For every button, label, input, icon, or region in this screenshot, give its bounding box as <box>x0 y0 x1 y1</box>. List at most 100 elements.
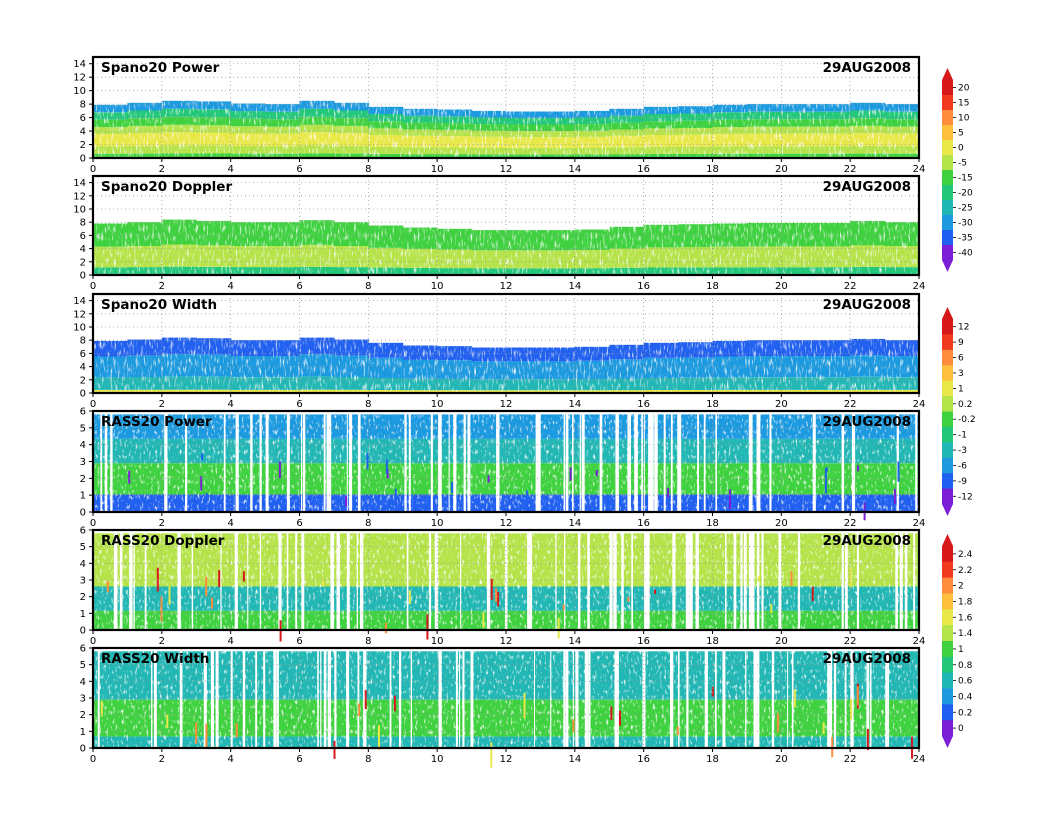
heat-cell <box>643 378 679 390</box>
heat-streak <box>408 590 411 604</box>
panel-title: RASS20 Power <box>101 414 212 430</box>
x-tick-label: 6 <box>296 518 302 529</box>
heat-cell <box>196 610 232 630</box>
colorbar-label: 0 <box>958 724 964 734</box>
data-gap <box>537 411 541 512</box>
heat-cell <box>471 651 507 700</box>
heat-cell <box>609 463 645 495</box>
colorbar-label: 20 <box>958 84 970 94</box>
heat-cell <box>93 267 128 275</box>
data-gap <box>151 648 153 748</box>
x-tick-label: 12 <box>500 399 513 410</box>
heat-cell <box>884 119 920 127</box>
x-tick-label: 20 <box>775 754 788 765</box>
data-gap <box>357 411 361 512</box>
heat-streak <box>168 586 171 605</box>
heat-cell <box>368 357 404 378</box>
heat-cell <box>540 147 576 155</box>
heat-cell <box>712 377 748 390</box>
heat-cell <box>471 379 507 391</box>
data-gap <box>185 411 188 512</box>
data-gap <box>331 530 335 630</box>
heat-cell <box>643 267 679 275</box>
y-tick-label: 0 <box>80 508 86 519</box>
heat-streak <box>487 475 490 483</box>
colorbar-swatch <box>942 688 953 705</box>
heat-cell <box>540 438 576 464</box>
heat-cell <box>230 146 266 154</box>
heat-cell <box>402 129 438 136</box>
heat-streak <box>775 494 778 506</box>
heat-cell <box>368 378 404 390</box>
x-tick-label: 8 <box>365 518 371 529</box>
x-tick-label: 24 <box>913 754 926 765</box>
colorbar-swatch <box>942 426 953 443</box>
colorbar-label: 10 <box>958 114 970 124</box>
heat-cell <box>884 438 920 464</box>
x-tick-label: 10 <box>431 164 444 175</box>
heat-cell <box>402 115 438 123</box>
heat-cell <box>540 699 576 737</box>
data-gap <box>648 411 653 512</box>
heat-cell <box>299 586 335 611</box>
x-tick-label: 18 <box>706 636 719 647</box>
heat-cell <box>127 102 163 111</box>
heat-cell <box>574 586 610 611</box>
heat-cell <box>437 736 473 748</box>
colorbar-label: 0.4 <box>958 692 973 702</box>
heat-cell <box>437 390 473 393</box>
colorbar-swatch <box>942 577 953 594</box>
heat-cell <box>402 345 438 360</box>
data-gap <box>565 411 569 512</box>
heat-cell <box>574 699 610 737</box>
y-tick-label: 12 <box>73 309 86 320</box>
heat-cell <box>299 153 335 158</box>
heat-cell <box>815 133 851 147</box>
x-tick-label: 12 <box>500 754 513 765</box>
colorbar-label: -30 <box>958 219 973 229</box>
heat-cell <box>678 127 714 135</box>
heat-cell <box>196 389 232 393</box>
colorbar-swatch <box>942 140 953 156</box>
heat-cell <box>196 117 232 126</box>
data-gap <box>688 530 692 630</box>
heat-cell <box>746 494 782 512</box>
heat-streak <box>166 714 169 729</box>
heat-cell <box>437 147 473 155</box>
x-tick-label: 8 <box>365 164 371 175</box>
colorbar-label: -35 <box>958 234 973 244</box>
heat-cell <box>196 533 232 587</box>
x-tick-label: 22 <box>844 754 857 765</box>
heat-cell <box>127 246 163 268</box>
heat-cell <box>781 146 817 154</box>
x-tick-label: 12 <box>500 164 513 175</box>
heat-cell <box>506 463 541 495</box>
data-gap <box>326 411 330 512</box>
y-tick-label: 0 <box>80 744 86 755</box>
heat-cell <box>884 651 920 700</box>
y-tick-label: 3 <box>80 694 86 705</box>
colorbar-swatch <box>942 457 953 474</box>
heat-cell <box>574 268 610 275</box>
heat-streak <box>278 461 281 479</box>
heat-cell <box>127 389 163 393</box>
data-gap <box>646 530 648 630</box>
heat-cell <box>333 651 369 700</box>
data-gap <box>362 530 364 630</box>
heat-cell <box>884 246 920 268</box>
heat-cell <box>471 347 507 362</box>
data-gap <box>631 530 633 630</box>
heat-streak <box>426 614 429 640</box>
heat-cell <box>506 494 541 512</box>
data-gap <box>757 411 761 512</box>
heat-cell <box>437 651 473 700</box>
heat-cell <box>333 377 369 390</box>
heat-cell <box>815 463 851 495</box>
heat-streak <box>333 740 336 759</box>
heat-cell <box>368 414 404 439</box>
heat-cell <box>746 651 782 700</box>
heat-cell <box>746 356 782 378</box>
colorbar: 12 9 6 3 1 0.2 -0.2 -1 -3 -6 -9 -12 <box>942 307 976 516</box>
